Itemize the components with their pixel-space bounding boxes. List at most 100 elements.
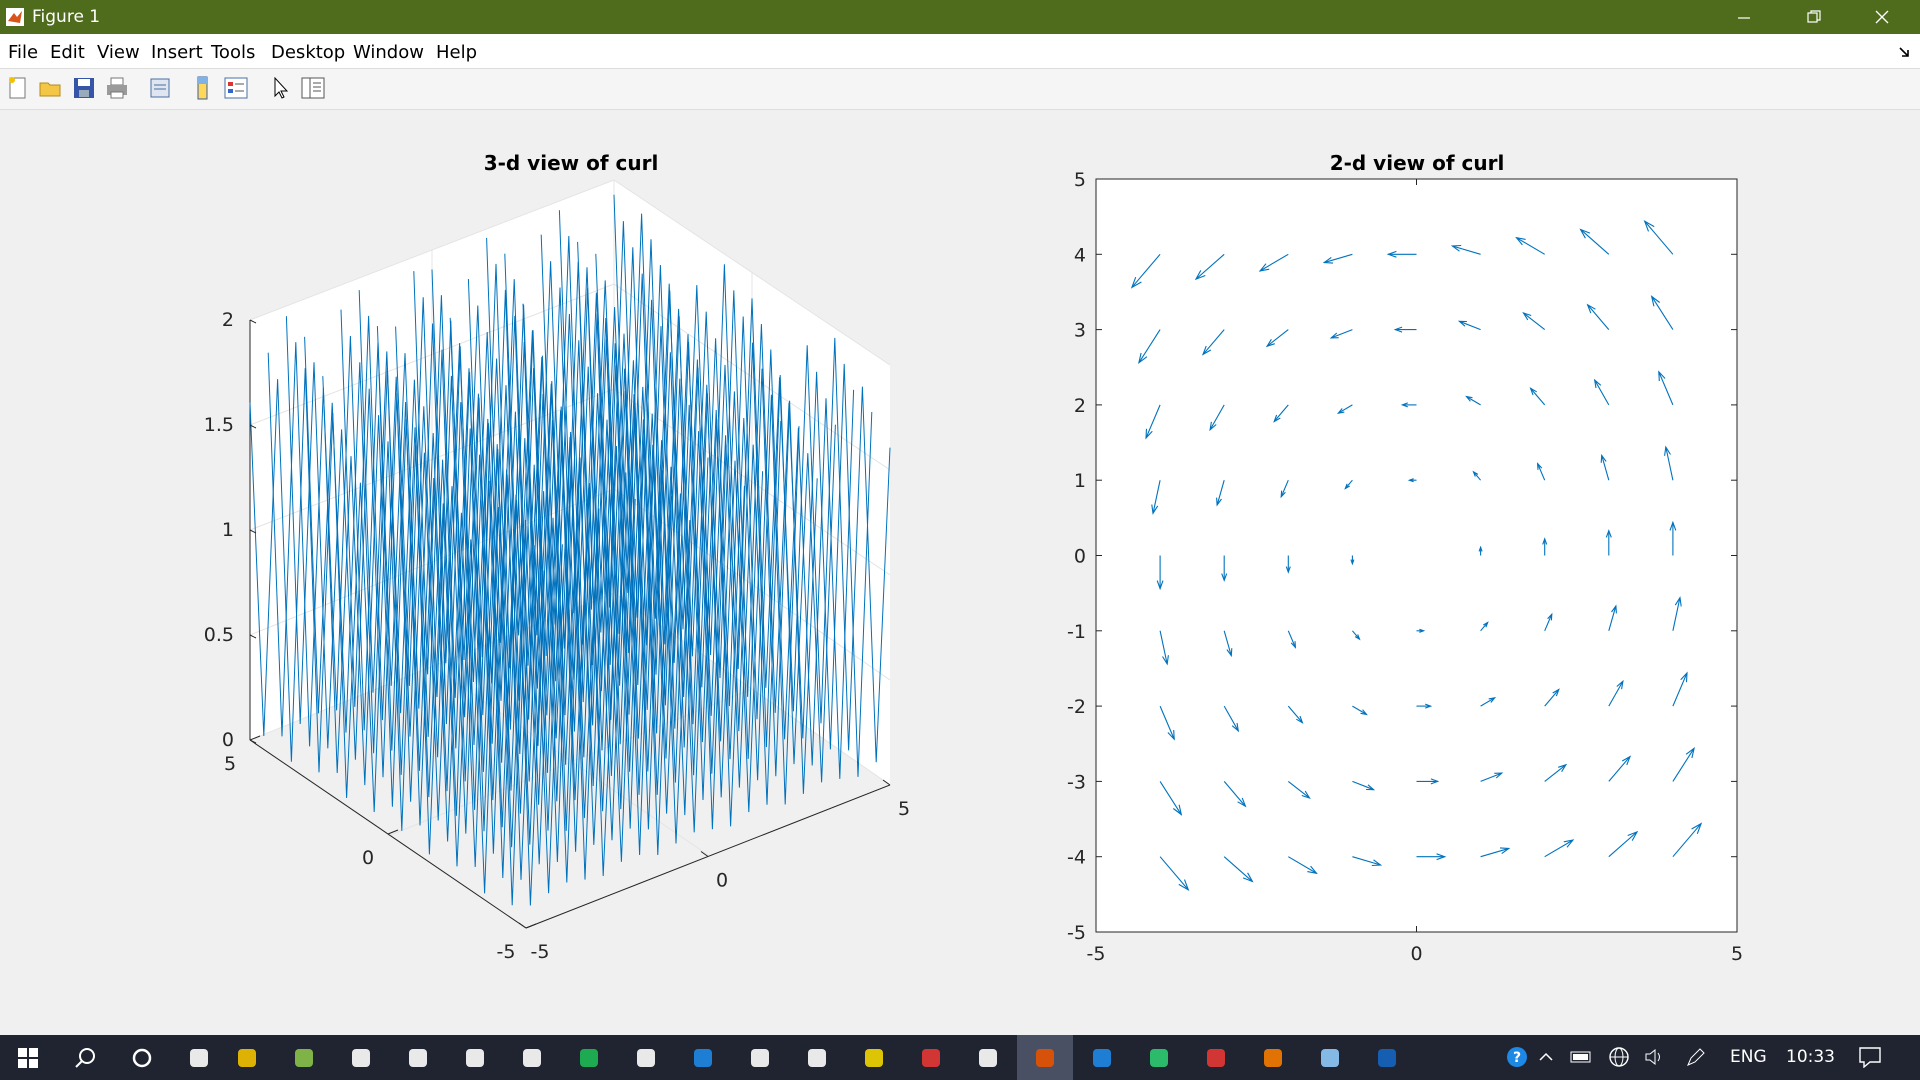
quiver-arrow (1580, 229, 1610, 255)
quiver-arrow-head (1301, 790, 1311, 799)
axes-2d[interactable]: -5 -4 -3 -2 -1 0 1 2 3 4 5 -5 0 5 2-d view of curl (1067, 151, 1743, 965)
axes-3d-title: 3-d view of curl (484, 151, 659, 175)
print-preview-icon[interactable] (147, 75, 173, 101)
quiver-arrow-head (1162, 655, 1169, 666)
volume-icon[interactable] (1643, 1046, 1665, 1068)
clock-icon[interactable] (618, 1035, 674, 1080)
menu-insert[interactable]: Insert (151, 42, 203, 63)
quiver-arrow (1480, 697, 1495, 707)
quiver-arrow (1195, 253, 1225, 280)
quiver-arrow (1658, 371, 1674, 406)
battery-icon[interactable] (1570, 1049, 1594, 1065)
vpn-icon[interactable] (1359, 1035, 1415, 1080)
search-icon[interactable] (57, 1035, 113, 1080)
quiver-arrow-head (1336, 408, 1345, 415)
acrobat-icon[interactable] (903, 1035, 959, 1080)
settings-icon[interactable] (333, 1035, 389, 1080)
property-editor-icon[interactable] (300, 75, 326, 101)
restore-button[interactable] (1784, 0, 1844, 34)
x-tick-label: 5 (898, 798, 910, 820)
quiver-arrow (1608, 756, 1631, 782)
menu-help[interactable]: Help (436, 42, 478, 63)
app-plus-icon[interactable] (276, 1035, 332, 1080)
quiver-arrow (1608, 680, 1624, 707)
quiver-arrow-head (1216, 497, 1222, 507)
quiver-arrow (1273, 404, 1289, 422)
quiver-arrow (1352, 705, 1367, 715)
notepad-plus-icon[interactable] (1302, 1035, 1358, 1080)
legend-icon[interactable] (223, 75, 249, 101)
task-view-icon[interactable] (171, 1035, 227, 1080)
quiver-arrow-head (1685, 746, 1695, 759)
spotify-icon[interactable] (561, 1035, 617, 1080)
quiver-arrow-head (1138, 352, 1148, 365)
save-icon[interactable] (71, 75, 97, 101)
taskbar: ? ENG 10:33 (0, 1035, 1920, 1080)
z-tick (249, 529, 257, 534)
quiver-arrow (1672, 747, 1695, 782)
matlab-icon[interactable] (1017, 1035, 1073, 1080)
quiver-arrow-head (1226, 648, 1233, 658)
title-bar: Figure 1 (0, 0, 1920, 34)
curl-3d-line (449, 289, 727, 830)
menu-view[interactable]: View (97, 42, 140, 63)
close-button[interactable] (1852, 0, 1912, 34)
quiver-arrow-head (1552, 688, 1560, 697)
help-icon[interactable]: ? (1505, 1045, 1529, 1069)
chevron-up-icon[interactable] (1538, 1049, 1554, 1065)
open-folder-icon[interactable] (38, 75, 64, 101)
minimize-button[interactable] (1714, 0, 1774, 34)
notifications-icon[interactable] (1858, 1046, 1882, 1068)
quiver-arrow-head (1145, 428, 1153, 440)
file-explorer-icon[interactable] (219, 1035, 275, 1080)
quiver-arrow-head (1242, 872, 1254, 883)
windows-start-icon[interactable] (0, 1035, 56, 1080)
clock-time[interactable]: 10:33 (1786, 1047, 1835, 1067)
pointer-icon[interactable] (267, 75, 293, 101)
y-tick-label: -5 (497, 941, 516, 963)
curl-3d-line (522, 261, 800, 805)
new-figure-icon[interactable] (5, 75, 31, 101)
quiver-arrow-head (1130, 277, 1142, 289)
quiver-arrow-head (1621, 755, 1632, 766)
language-indicator[interactable]: ENG (1730, 1047, 1767, 1067)
quiver-arrow-head (1194, 270, 1206, 281)
video-icon[interactable] (447, 1035, 503, 1080)
chrome-icon[interactable] (1188, 1035, 1244, 1080)
notepad-icon[interactable] (732, 1035, 788, 1080)
quiver-arrow-head (1611, 604, 1617, 614)
pen-icon[interactable] (1685, 1046, 1707, 1068)
quiver-arrow (1544, 764, 1567, 782)
print-icon[interactable] (104, 75, 130, 101)
y-tick-label: 0 (1074, 546, 1086, 568)
quiver-arrow (1138, 329, 1161, 364)
vscode-icon[interactable] (1074, 1035, 1130, 1080)
menu-desktop[interactable]: Desktop (271, 42, 346, 63)
menu-edit[interactable]: Edit (50, 42, 85, 63)
quiver-arrow-head (1290, 641, 1297, 649)
word-pdf-icon[interactable] (960, 1035, 1016, 1080)
pycharm-icon[interactable] (1131, 1035, 1187, 1080)
cortana-icon[interactable] (114, 1035, 170, 1080)
menu-tools[interactable]: Tools (211, 42, 256, 63)
office-icon[interactable] (1245, 1035, 1301, 1080)
menu-window[interactable]: Window (353, 42, 424, 63)
quiver-arrow (1672, 597, 1681, 631)
x-tick-label: 0 (716, 870, 728, 892)
camera-icon[interactable] (504, 1035, 560, 1080)
dock-arrow-icon[interactable] (1898, 46, 1910, 58)
quiver-arrow (1651, 296, 1674, 330)
network-icon[interactable] (1608, 1046, 1630, 1068)
calculator-icon[interactable] (789, 1035, 845, 1080)
menu-file[interactable]: File (8, 42, 39, 63)
y-tick-label: 5 (224, 753, 236, 775)
quiver-arrow (1544, 614, 1553, 632)
store-icon[interactable] (390, 1035, 446, 1080)
quiver-arrow-head (1344, 483, 1350, 490)
quiver-arrow-head (1231, 722, 1240, 733)
sticky-notes-icon[interactable] (846, 1035, 902, 1080)
colorbar-icon[interactable] (190, 75, 216, 101)
quiver-arrow-head (1307, 865, 1318, 875)
edge-icon[interactable] (675, 1035, 731, 1080)
axes-3d[interactable]: 00.511.52-505-505 3-d view of curl (204, 151, 910, 963)
